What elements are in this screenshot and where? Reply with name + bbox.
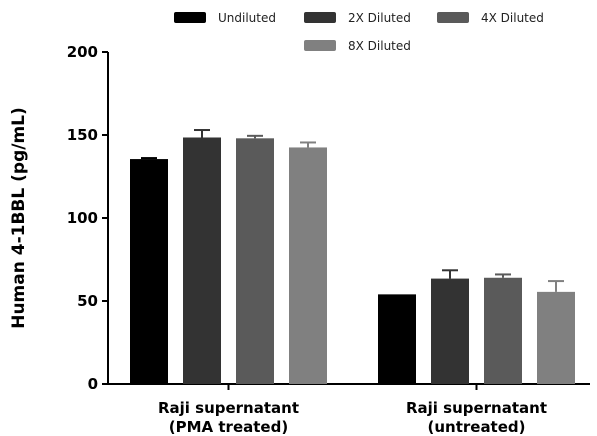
legend-swatch (174, 12, 206, 23)
y-tick-label: 150 (67, 126, 98, 144)
bar (378, 294, 416, 384)
y-tick-label: 100 (67, 209, 98, 227)
y-tick-label: 50 (77, 292, 98, 310)
legend-swatch (304, 12, 336, 23)
legend-label: Undiluted (218, 11, 276, 25)
y-tick-label: 0 (88, 375, 98, 393)
x-category-label: Raji supernatant (406, 399, 547, 417)
legend-swatch (304, 40, 336, 51)
x-category-label: Raji supernatant (158, 399, 299, 417)
legend-label: 4X Diluted (481, 11, 544, 25)
x-category-label: (PMA treated) (169, 418, 288, 436)
bar (484, 277, 522, 384)
bar (289, 147, 327, 384)
legend-swatch (437, 12, 469, 23)
legend-label: 8X Diluted (348, 39, 411, 53)
bar (183, 137, 221, 384)
bar (236, 138, 274, 384)
legend-label: 2X Diluted (348, 11, 411, 25)
y-tick-label: 200 (67, 43, 98, 61)
bar (537, 291, 575, 384)
bar (431, 278, 469, 384)
x-category-label: (untreated) (427, 418, 525, 436)
bar (130, 159, 168, 384)
y-axis-title: Human 4-1BBL (pg/mL) (9, 107, 29, 329)
